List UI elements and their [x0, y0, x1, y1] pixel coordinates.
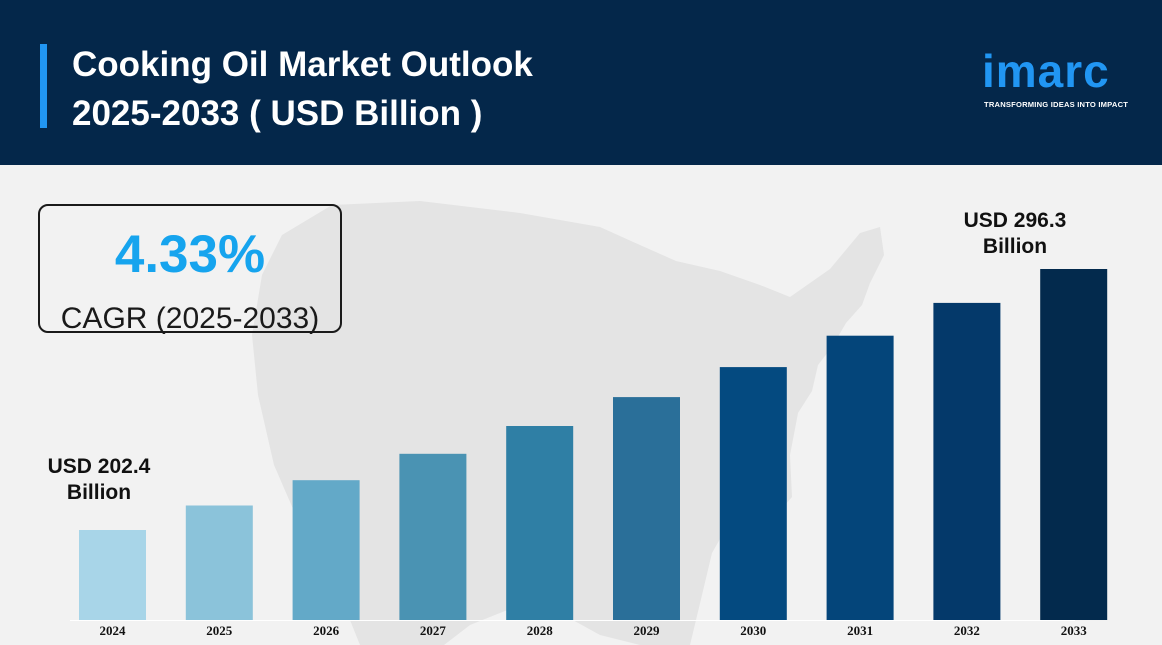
logo-wordmark: imarc [982, 45, 1110, 97]
title-line-1: Cooking Oil Market Outlook [72, 45, 533, 84]
page-title: Cooking Oil Market Outlook 2025-2033 ( U… [72, 40, 533, 138]
title-accent-bar [40, 44, 47, 128]
bar-2027 [399, 453, 467, 620]
header-banner: Cooking Oil Market Outlook 2025-2033 ( U… [0, 0, 1162, 165]
bar-2028 [506, 426, 574, 620]
x-tick-label-2025: 2025 [206, 623, 233, 638]
callout-first-value: USD 202.4 Billion [38, 454, 160, 506]
callout-last-line-2: Billion [982, 235, 1048, 258]
bar-2032 [933, 302, 1001, 620]
x-tick-label-2029: 2029 [634, 623, 661, 638]
bar-2024 [79, 530, 146, 620]
cagr-label: CAGR (2025-2033) [60, 302, 320, 335]
bar-2029 [613, 397, 680, 620]
bar-2025 [185, 505, 253, 620]
cagr-value: 4.33% [114, 225, 266, 284]
bar-2033 [1040, 269, 1108, 620]
callout-first-line-2: Billion [66, 481, 132, 504]
x-tick-label-2026: 2026 [313, 623, 340, 638]
imarc-logo: imarc TRANSFORMING IDEAS INTO IMPACT [982, 40, 1132, 114]
x-tick-label-2031: 2031 [847, 623, 873, 638]
callout-first-line-1: USD 202.4 [47, 455, 151, 478]
logo-tagline: TRANSFORMING IDEAS INTO IMPACT [984, 100, 1129, 109]
x-tick-label-2028: 2028 [527, 623, 554, 638]
x-tick-label-2024: 2024 [100, 623, 127, 638]
bar-2031 [826, 335, 894, 620]
x-tick-label-2027: 2027 [420, 623, 447, 638]
callout-last-value: USD 296.3 Billion [948, 208, 1082, 260]
x-tick-label-2030: 2030 [740, 623, 766, 638]
title-line-2: 2025-2033 ( USD Billion ) [72, 94, 483, 133]
callout-last-line-1: USD 296.3 [963, 209, 1067, 232]
bar-2026 [292, 480, 360, 620]
x-tick-label-2032: 2032 [954, 623, 980, 638]
bar-2030 [719, 367, 787, 620]
cagr-box: 4.33% CAGR (2025-2033) [38, 204, 342, 335]
x-tick-label-2033: 2033 [1061, 623, 1088, 638]
